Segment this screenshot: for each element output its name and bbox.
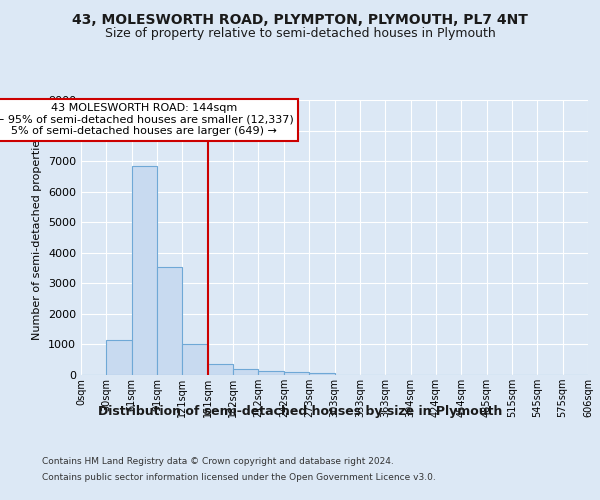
- Text: Contains HM Land Registry data © Crown copyright and database right 2024.: Contains HM Land Registry data © Crown c…: [42, 458, 394, 466]
- Bar: [106, 340, 132, 375]
- Text: Distribution of semi-detached houses by size in Plymouth: Distribution of semi-detached houses by …: [98, 405, 502, 418]
- Bar: [208, 364, 233, 375]
- Bar: [182, 344, 208, 375]
- Text: Size of property relative to semi-detached houses in Plymouth: Size of property relative to semi-detach…: [104, 28, 496, 40]
- Text: 43 MOLESWORTH ROAD: 144sqm
← 95% of semi-detached houses are smaller (12,337)
5%: 43 MOLESWORTH ROAD: 144sqm ← 95% of semi…: [0, 104, 294, 136]
- Text: Contains public sector information licensed under the Open Government Licence v3: Contains public sector information licen…: [42, 472, 436, 482]
- Bar: [309, 372, 335, 375]
- Bar: [233, 369, 259, 375]
- Bar: [132, 166, 157, 375]
- Y-axis label: Number of semi-detached properties: Number of semi-detached properties: [32, 134, 43, 340]
- Bar: [157, 266, 182, 375]
- Text: 43, MOLESWORTH ROAD, PLYMPTON, PLYMOUTH, PL7 4NT: 43, MOLESWORTH ROAD, PLYMPTON, PLYMOUTH,…: [72, 12, 528, 26]
- Bar: [259, 371, 284, 375]
- Bar: [284, 372, 309, 375]
